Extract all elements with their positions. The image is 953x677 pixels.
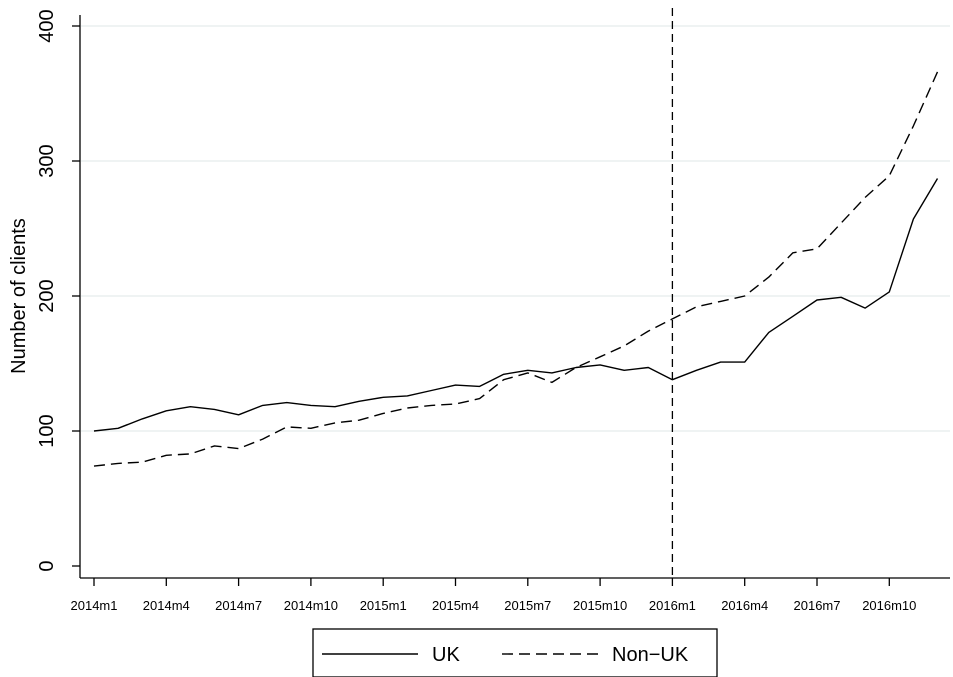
- series-line-non-uk: [93, 71, 939, 467]
- x-tick-label: 2015m1: [360, 598, 407, 613]
- gridlines: [81, 25, 950, 432]
- y-tick-label: 100: [36, 414, 58, 447]
- legend: UK Non−UK: [312, 628, 718, 677]
- x-tick-label: 2016m4: [721, 598, 768, 613]
- series-line-uk: [93, 178, 939, 432]
- x-tick-label: 2014m1: [71, 598, 118, 613]
- x-tick-label: 2016m7: [794, 598, 841, 613]
- y-ticks: 0 100 200 300 400: [36, 9, 80, 572]
- x-tick-label: 2016m10: [862, 598, 916, 613]
- y-tick-label: 0: [36, 560, 58, 571]
- y-tick-label: 300: [36, 144, 58, 177]
- x-tick-label: 2014m7: [215, 598, 262, 613]
- legend-box: [312, 628, 718, 677]
- legend-label-uk: UK: [432, 644, 460, 666]
- y-axis-title: Number of clients: [8, 218, 30, 374]
- x-tick-label: 2015m4: [432, 598, 479, 613]
- x-tick-label: 2016m1: [649, 598, 696, 613]
- x-tick-label: 2014m10: [284, 598, 338, 613]
- x-tick-label: 2015m10: [573, 598, 627, 613]
- series-group: [93, 71, 939, 467]
- x-ticks: 2014m1 2014m4 2014m7 2014m10 2015m1 2015m4 201…: [71, 578, 916, 613]
- legend-label-non-uk: Non−UK: [612, 644, 689, 666]
- y-tick-label: 400: [36, 9, 58, 42]
- x-tick-label: 2014m4: [143, 598, 190, 613]
- y-tick-label: 200: [36, 279, 58, 312]
- x-tick-label: 2015m7: [504, 598, 551, 613]
